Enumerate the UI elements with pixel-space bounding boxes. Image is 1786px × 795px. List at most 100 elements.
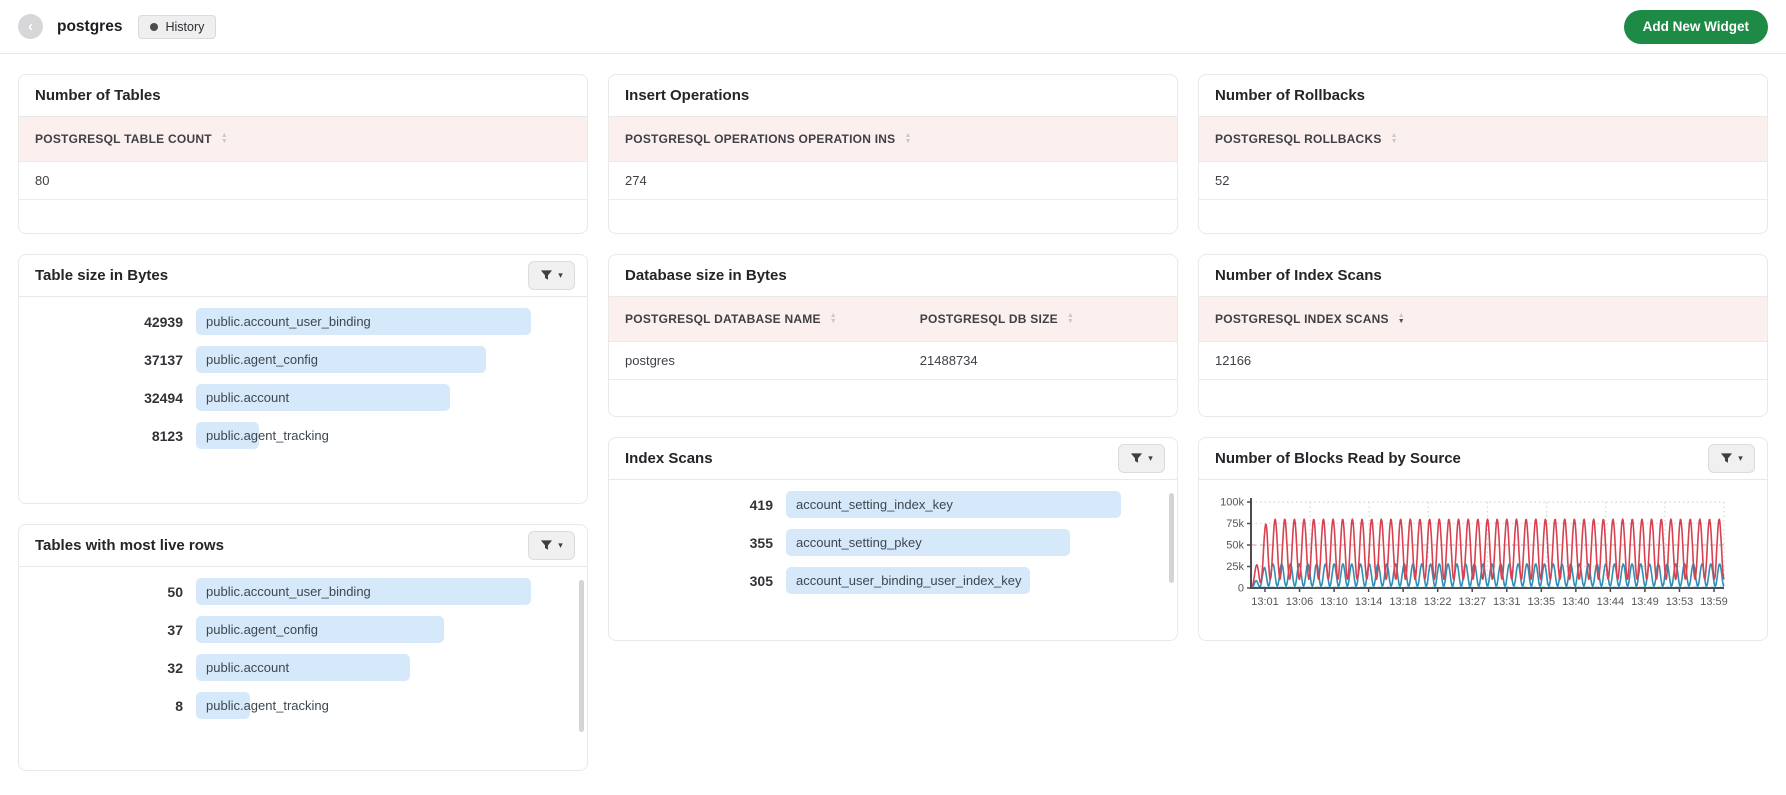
bar-label: account_user_binding_user_index_key: [796, 573, 1022, 588]
blocks-read-chart: 100k 75k 50k 25k 0 13:01 13:06 13:10 13:14 13:18 1…: [1199, 480, 1767, 640]
column-1: Number of Tables POSTGRESQL TABLE COUNT …: [18, 74, 588, 771]
bar-row: 32 public.account: [35, 654, 571, 681]
table-row: 12166: [1199, 342, 1767, 380]
sort-icon[interactable]: ▲ ▼: [829, 312, 837, 325]
table-row: 80: [19, 162, 587, 200]
scrollbar-thumb[interactable]: [1169, 493, 1174, 583]
bar-track: public.agent_config: [196, 346, 531, 373]
bar-fill: public.account: [196, 654, 411, 681]
widget-index-scans: Index Scans ▾ 419 account_setting_index_…: [608, 437, 1178, 641]
bar-label: public.agent_config: [206, 622, 319, 637]
history-badge[interactable]: History: [138, 14, 217, 39]
bar-value: 419: [749, 496, 773, 513]
sort-icon[interactable]: ▲ ▼: [904, 132, 912, 145]
column-header[interactable]: POSTGRESQL DB SIZE ▲ ▼: [920, 312, 1161, 326]
svg-text:50k: 50k: [1226, 540, 1244, 552]
bar-fill: public.agent_config: [196, 346, 486, 373]
bar-fill: public.account: [196, 384, 450, 411]
filter-button[interactable]: ▾: [528, 531, 575, 560]
bar-label: public.agent_tracking: [206, 428, 329, 443]
widget-header: Number of Rollbacks: [1199, 75, 1767, 117]
widget-blocks-read-by-source: Number of Blocks Read by Source ▾ 100k 75…: [1198, 437, 1768, 641]
bar-fill: account_setting_pkey: [786, 529, 1070, 556]
bar-label: public.account_user_binding: [206, 314, 371, 329]
bar-fill: public.agent_tracking: [196, 422, 329, 449]
sort-icon[interactable]: ▲ ▼: [1390, 132, 1398, 145]
column-header-label: POSTGRESQL TABLE COUNT: [35, 132, 212, 146]
svg-text:13:14: 13:14: [1355, 596, 1383, 608]
svg-text:13:22: 13:22: [1424, 596, 1452, 608]
widget-number-of-tables: Number of Tables POSTGRESQL TABLE COUNT …: [18, 74, 588, 234]
table-cell: postgres: [625, 353, 675, 368]
bar-row: 32494 public.account: [35, 384, 571, 411]
sort-icon[interactable]: ▲ ▼: [1066, 312, 1075, 325]
bar-value: 305: [749, 572, 773, 589]
scrollbar-thumb[interactable]: [579, 580, 584, 732]
widget-table-size-in-bytes: Table size in Bytes ▾ 42939 public.accou…: [18, 254, 588, 504]
table-header-row: POSTGRESQL ROLLBACKS ▲ ▼: [1199, 117, 1767, 162]
back-chevron-icon: ‹: [28, 18, 33, 35]
widget-header: Number of Index Scans: [1199, 255, 1767, 297]
svg-text:13:59: 13:59: [1700, 596, 1728, 608]
column-header[interactable]: POSTGRESQL ROLLBACKS ▲ ▼: [1215, 132, 1751, 146]
widget-title: Number of Blocks Read by Source: [1215, 450, 1461, 467]
bar-label: public.account: [206, 390, 290, 405]
bar-track: account_setting_index_key: [786, 491, 1121, 518]
widget-header: Index Scans ▾: [609, 438, 1177, 480]
svg-text:13:01: 13:01: [1251, 596, 1279, 608]
history-badge-label: History: [165, 19, 205, 34]
bar-track: public.agent_config: [196, 616, 531, 643]
bar-value: 42939: [144, 313, 183, 330]
column-header[interactable]: POSTGRESQL OPERATIONS OPERATION INS ▲ ▼: [625, 132, 1161, 146]
table-header-row: POSTGRESQL OPERATIONS OPERATION INS ▲ ▼: [609, 117, 1177, 162]
table-cell: 274: [625, 173, 647, 188]
table-header-row: POSTGRESQL TABLE COUNT ▲ ▼: [19, 117, 587, 162]
bar-track: public.account_user_binding: [196, 578, 531, 605]
page-title: postgres: [57, 17, 123, 35]
filter-button[interactable]: ▾: [1118, 444, 1165, 473]
widget-title: Number of Index Scans: [1215, 267, 1382, 284]
svg-text:13:40: 13:40: [1562, 596, 1590, 608]
table-row-empty: [609, 200, 1177, 233]
table-row: 52: [1199, 162, 1767, 200]
sort-icon[interactable]: ▲ ▼: [220, 132, 229, 145]
bar-label: public.account_user_binding: [206, 584, 371, 599]
bar-row: 355 account_setting_pkey: [625, 529, 1161, 556]
bar-value: 8: [175, 697, 183, 714]
bar-track: public.account: [196, 654, 531, 681]
funnel-icon: [1131, 453, 1143, 463]
bar-label: account_setting_pkey: [796, 535, 922, 550]
svg-text:13:53: 13:53: [1666, 596, 1694, 608]
column-header-label: POSTGRESQL DB SIZE: [919, 312, 1058, 326]
bar-chart: 50 public.account_user_binding 37 public…: [19, 578, 587, 732]
table-row: postgres 21488734: [609, 342, 1177, 380]
widget-header: Number of Tables: [19, 75, 587, 117]
widget-header: Tables with most live rows ▾: [19, 525, 587, 567]
column-header[interactable]: POSTGRESQL TABLE COUNT ▲ ▼: [35, 132, 571, 146]
bar-fill: public.account_user_binding: [196, 578, 531, 605]
column-3: Number of Rollbacks POSTGRESQL ROLLBACKS…: [1198, 74, 1768, 641]
bar-row: 8123 public.agent_tracking: [35, 422, 571, 449]
filter-button[interactable]: ▾: [528, 261, 575, 290]
bar-value: 37137: [144, 351, 183, 368]
svg-text:13:44: 13:44: [1597, 596, 1625, 608]
table-cell: 52: [1215, 173, 1230, 188]
caret-down-icon: ▾: [1148, 453, 1153, 463]
sort-icon[interactable]: ▲ ▼: [1397, 312, 1405, 325]
bar-chart: 419 account_setting_index_key 355 accoun…: [609, 491, 1177, 594]
bar-fill: public.agent_config: [196, 616, 444, 643]
svg-text:25k: 25k: [1226, 561, 1244, 573]
bar-fill: public.agent_tracking: [196, 692, 329, 719]
bar-label: public.agent_config: [206, 352, 319, 367]
bar-value: 37: [167, 621, 183, 638]
svg-text:0: 0: [1238, 583, 1244, 595]
filter-button[interactable]: ▾: [1708, 444, 1755, 473]
column-header[interactable]: POSTGRESQL DATABASE NAME ▲ ▼: [625, 312, 920, 326]
table-cell: 21488734: [919, 353, 978, 368]
back-button[interactable]: ‹: [18, 14, 43, 39]
table-cell: 12166: [1215, 353, 1252, 368]
bar-value: 50: [167, 583, 183, 600]
add-new-widget-button[interactable]: Add New Widget: [1623, 9, 1768, 44]
column-header[interactable]: POSTGRESQL INDEX SCANS ▲ ▼: [1215, 312, 1751, 326]
bar-row: 8 public.agent_tracking: [35, 692, 571, 719]
